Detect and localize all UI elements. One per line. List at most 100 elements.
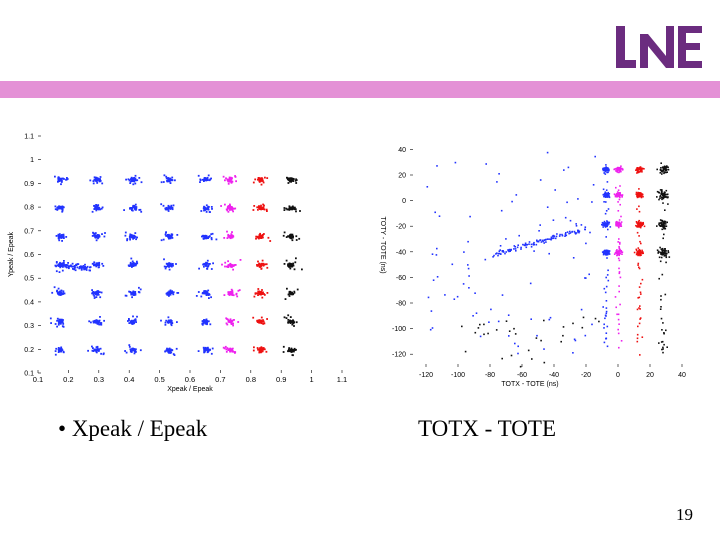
data-point — [426, 186, 429, 188]
data-cluster — [124, 286, 142, 299]
data-point — [91, 292, 93, 295]
data-cluster — [200, 204, 213, 213]
data-point — [467, 264, 469, 266]
data-point — [258, 293, 261, 296]
x-tick-label: 0.7 — [215, 375, 225, 384]
data-point — [171, 291, 174, 294]
data-point — [608, 169, 610, 172]
data-point — [259, 348, 262, 350]
data-point — [607, 249, 609, 252]
data-point — [134, 351, 137, 353]
x-tick-label: 0 — [616, 372, 620, 379]
data-point — [546, 206, 549, 208]
data-point — [232, 324, 234, 327]
data-point — [299, 210, 301, 212]
data-point — [637, 297, 639, 299]
x-tick-label: 0.1 — [33, 375, 43, 384]
data-point — [290, 233, 292, 236]
data-point — [286, 287, 288, 290]
data-point — [227, 210, 230, 213]
data-point — [59, 318, 62, 321]
data-point — [510, 248, 512, 251]
data-point — [643, 168, 645, 170]
data-point — [58, 205, 60, 208]
data-point — [58, 234, 61, 236]
x-tick-label: -100 — [451, 372, 465, 379]
data-point — [636, 337, 639, 340]
data-point — [130, 176, 133, 179]
data-point — [659, 219, 662, 221]
data-point — [292, 349, 295, 351]
data-point — [172, 293, 175, 296]
data-point — [516, 246, 519, 249]
data-point — [662, 221, 665, 224]
data-point — [95, 348, 98, 351]
data-point — [129, 350, 132, 353]
data-point — [289, 177, 292, 180]
data-point — [606, 345, 609, 348]
data-point — [226, 237, 229, 239]
data-cluster — [160, 231, 179, 242]
data-point — [472, 315, 474, 317]
data-point — [513, 245, 516, 247]
data-point — [59, 264, 62, 266]
data-point — [165, 349, 168, 352]
data-point — [260, 322, 263, 325]
data-point — [78, 267, 81, 270]
data-point — [660, 222, 663, 224]
data-point — [66, 177, 68, 179]
data-point — [259, 180, 262, 183]
data-point — [659, 172, 662, 174]
data-point — [131, 180, 133, 183]
data-point — [602, 167, 605, 170]
data-point — [605, 189, 608, 191]
data-point — [139, 208, 142, 211]
data-point — [616, 195, 618, 198]
data-point — [58, 322, 61, 324]
data-point — [640, 195, 643, 198]
data-point — [226, 265, 228, 268]
data-point — [514, 342, 516, 345]
data-point — [668, 256, 671, 258]
data-point — [661, 273, 664, 276]
data-point — [561, 234, 564, 237]
data-point — [262, 320, 265, 323]
data-point — [507, 314, 510, 316]
data-point — [598, 320, 600, 323]
data-point — [615, 170, 617, 172]
y-tick-label: 0.4 — [24, 299, 34, 306]
data-point — [431, 253, 434, 255]
data-point — [294, 206, 296, 209]
data-point — [89, 266, 91, 269]
data-point — [566, 201, 568, 204]
data-point — [639, 318, 641, 320]
data-point — [66, 178, 69, 180]
data-point — [635, 168, 638, 170]
data-point — [223, 347, 226, 350]
data-point — [664, 251, 666, 253]
data-point — [195, 295, 198, 297]
data-point — [607, 251, 609, 254]
data-point — [58, 290, 61, 293]
data-point — [606, 181, 609, 183]
data-point — [660, 295, 662, 297]
data-point — [126, 239, 128, 242]
data-point — [261, 178, 264, 181]
data-point — [602, 226, 604, 228]
data-point — [210, 238, 213, 241]
data-point — [82, 265, 85, 267]
data-point — [617, 226, 620, 228]
data-point — [262, 208, 265, 210]
data-point — [134, 236, 137, 238]
data-point — [207, 205, 209, 208]
data-point — [606, 222, 608, 225]
data-point — [207, 237, 209, 239]
data-point — [163, 258, 165, 261]
data-point — [63, 260, 65, 262]
data-point — [540, 339, 542, 342]
data-point — [258, 321, 260, 324]
data-point — [663, 226, 665, 229]
data-cluster — [54, 205, 65, 213]
data-point — [500, 253, 502, 255]
data-point — [258, 178, 260, 181]
